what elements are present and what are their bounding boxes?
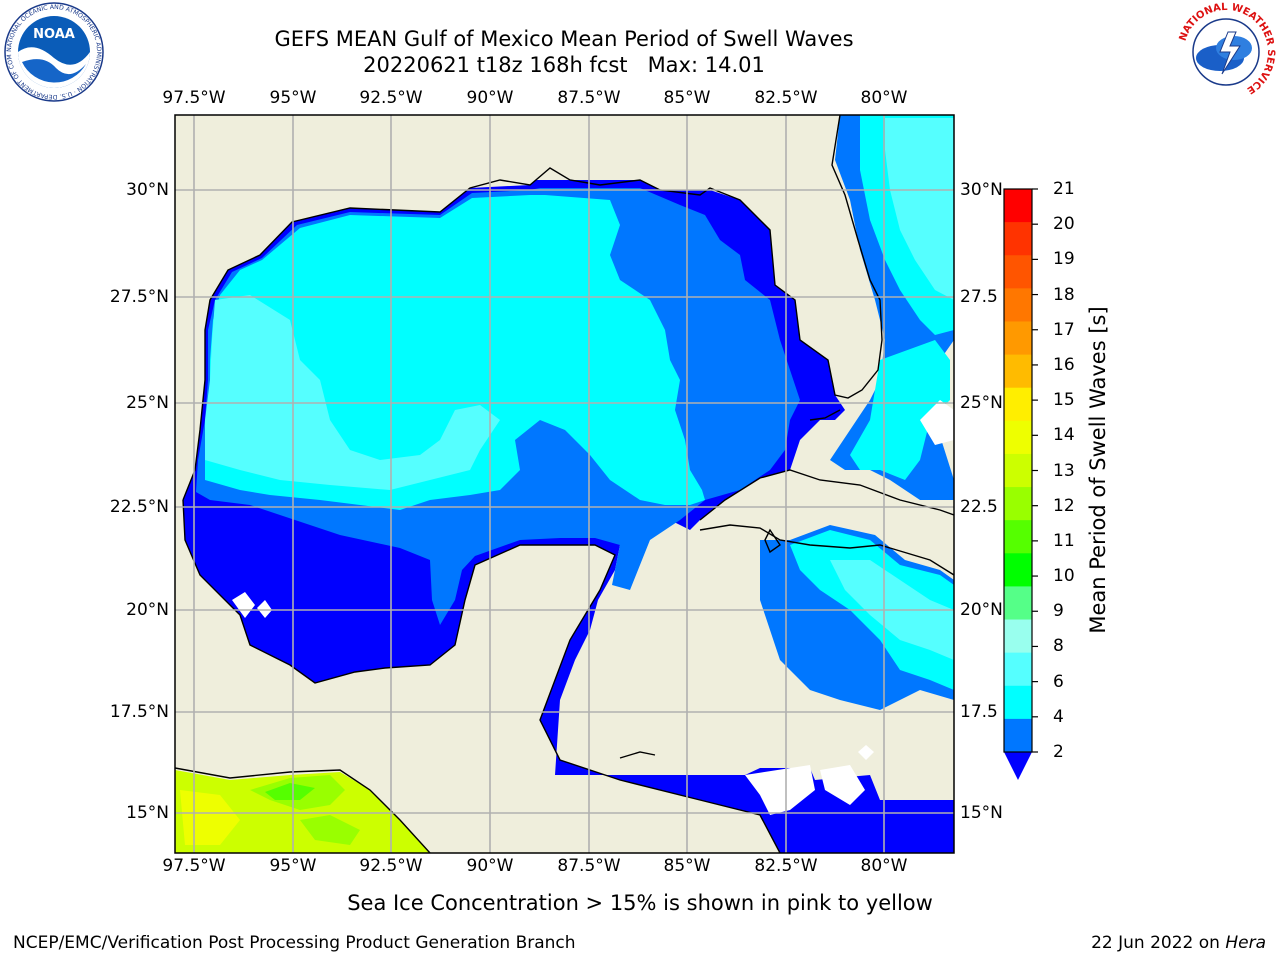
colorbar-tick-label: 6 [1053, 671, 1064, 692]
colorbar-bin [1004, 487, 1032, 521]
colorbar-bin [1004, 321, 1032, 356]
lat-tick-left: 15°N [126, 803, 169, 823]
lat-tick-left: 27.5°N [109, 287, 169, 307]
pacific-water-pale-yellow [180, 790, 240, 845]
noaa-logo-text: NOAA [33, 27, 75, 42]
lat-tick-right: 20°N [960, 600, 1003, 620]
colorbar-bin [1004, 520, 1032, 554]
lon-tick-top: 85°W [663, 88, 711, 108]
lon-tick-bottom: 90°W [466, 856, 514, 876]
colorbar-bin [1004, 586, 1032, 621]
lon-tick-bottom: 82.5°W [754, 856, 818, 876]
colorbar-bin [1004, 553, 1032, 587]
colorbar-extend-triangle [1004, 752, 1032, 780]
colorbar-bin [1004, 255, 1032, 289]
colorbar [1003, 188, 1038, 780]
colorbar-tick-label: 8 [1053, 636, 1064, 657]
colorbar-bin [1004, 189, 1032, 223]
lon-tick-bottom: 80°W [860, 856, 908, 876]
colorbar-tick-label: 19 [1053, 249, 1075, 270]
colorbar-tick-label: 15 [1053, 390, 1075, 411]
lat-tick-right: 30°N [960, 180, 1003, 200]
lon-tick-top: 90°W [466, 88, 514, 108]
colorbar-bin [1004, 420, 1032, 455]
colorbar-tick-label: 18 [1053, 284, 1075, 305]
chart-title: GEFS MEAN Gulf of Mexico Mean Period of … [0, 26, 1128, 78]
lon-tick-top: 87.5°W [557, 88, 621, 108]
colorbar-tick-label: 17 [1053, 319, 1075, 340]
lon-tick-top: 92.5°W [359, 88, 423, 108]
noaa-logo: NATIONAL OCEANIC AND ATMOSPHERIC ADMINIS… [4, 2, 104, 102]
map-gridlines [175, 115, 954, 853]
colorbar-tick-label: 9 [1053, 601, 1064, 622]
colorbar-bin [1004, 718, 1032, 753]
colorbar-bin [1004, 453, 1032, 488]
colorbar-tick-label: 21 [1053, 179, 1075, 199]
colorbar-bin [1004, 685, 1032, 720]
gulf-water-light-cyan-west [205, 295, 500, 490]
colorbar-tick-label: 4 [1053, 706, 1064, 727]
lon-tick-bottom: 95°W [269, 856, 317, 876]
pacific-water-yellow-green [175, 770, 430, 853]
colorbar-tick-label: 20 [1053, 214, 1075, 235]
bahamas-water-cyan [850, 340, 950, 480]
lat-tick-right: 17.5 [960, 702, 998, 722]
lat-tick-right: 22.5 [960, 497, 998, 517]
lat-tick-right: 15°N [960, 803, 1003, 823]
lon-tick-top: 95°W [269, 88, 317, 108]
title-line-2: 20220621 t18z 168h fcst Max: 14.01 [363, 53, 765, 77]
caption: Sea Ice Concentration > 15% is shown in … [347, 891, 933, 915]
colorbar-bin [1004, 619, 1032, 654]
colorbar-tick-label: 2 [1053, 742, 1064, 762]
lat-tick-right: 25°N [960, 393, 1003, 413]
atlantic-water-light-cyan [885, 118, 954, 300]
colorbar-label: Mean Period of Swell Waves [s] [1086, 306, 1110, 634]
footer-date: 22 Jun 2022 on Hera [1091, 933, 1266, 953]
colorbar-tick-label: 10 [1053, 566, 1075, 587]
lat-tick-left: 20°N [126, 600, 169, 620]
map-frame [174, 114, 955, 854]
lon-tick-top: 80°W [860, 88, 908, 108]
colorbar-bin [1004, 288, 1032, 322]
pacific-water-bright-green [265, 783, 315, 800]
lon-tick-top: 82.5°W [754, 88, 818, 108]
colorbar-tick-label: 13 [1053, 460, 1075, 481]
footer-date-text: 22 Jun 2022 on [1091, 933, 1226, 953]
colorbar-tick-label: 12 [1053, 495, 1075, 516]
colorbar-tick-label: 16 [1053, 354, 1075, 375]
lat-tick-right: 27.5 [960, 287, 998, 307]
colorbar-bin [1004, 387, 1032, 422]
lon-tick-bottom: 97.5°W [162, 856, 226, 876]
lon-tick-bottom: 92.5°W [359, 856, 423, 876]
colorbar-bin [1004, 354, 1032, 389]
title-line-1: GEFS MEAN Gulf of Mexico Mean Period of … [274, 27, 854, 51]
lat-tick-left: 22.5°N [109, 497, 169, 517]
colorbar-bin [1004, 222, 1032, 256]
lat-tick-left: 25°N [126, 393, 169, 413]
colorbar-bin [1004, 652, 1032, 687]
footer-host: Hera [1225, 933, 1266, 953]
colorbar-tick-label: 11 [1053, 530, 1075, 551]
lon-tick-bottom: 87.5°W [557, 856, 621, 876]
lat-tick-left: 30°N [126, 180, 169, 200]
lat-tick-left: 17.5°N [109, 702, 169, 722]
colorbar-tick-label: 14 [1053, 425, 1075, 446]
nws-logo: NATIONAL WEATHER SERVICE [1177, 2, 1276, 101]
footer-credit: NCEP/EMC/Verification Post Processing Pr… [13, 933, 576, 953]
lon-tick-top: 97.5°W [162, 88, 226, 108]
lon-tick-bottom: 85°W [663, 856, 711, 876]
